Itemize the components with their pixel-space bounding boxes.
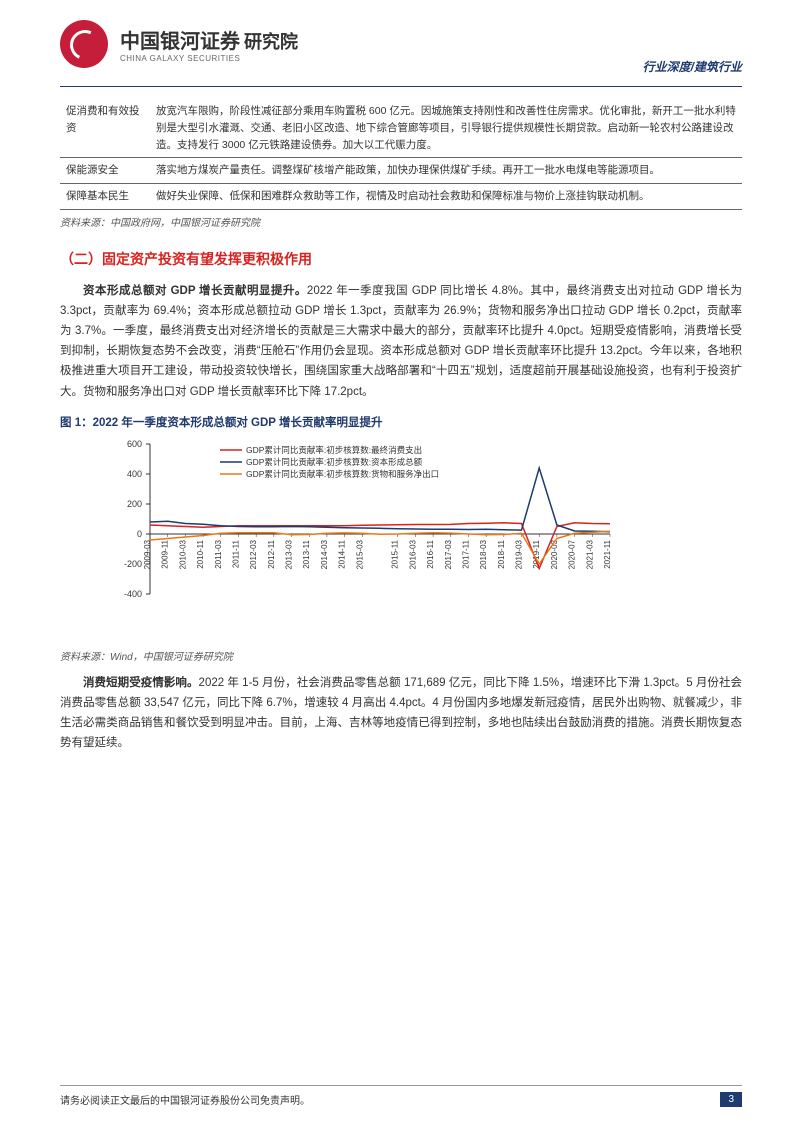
policy-key: 保能源安全: [60, 158, 150, 184]
svg-text:200: 200: [127, 499, 142, 509]
svg-text:2015-11: 2015-11: [391, 539, 400, 568]
policy-value: 落实地方煤炭产量责任。调整煤矿核增产能政策，加快办理保供煤矿手续。再开工一批水电…: [150, 158, 742, 184]
table-row: 促消费和有效投资放宽汽车限购，阶段性减征部分乘用车购置税 600 亿元。因城施策…: [60, 99, 742, 158]
svg-text:2009-03: 2009-03: [143, 539, 152, 569]
svg-text:2012-03: 2012-03: [249, 539, 258, 569]
svg-text:2021-11: 2021-11: [603, 539, 612, 568]
svg-text:-200: -200: [124, 559, 142, 569]
svg-text:GDP累计同比贡献率:初步核算数:最终消费支出: GDP累计同比贡献率:初步核算数:最终消费支出: [246, 445, 422, 455]
line-chart: -400 -200 0 200 400 600 2009-03 2009-11 2010-03 2…: [100, 434, 620, 644]
policy-table: 促消费和有效投资放宽汽车限购，阶段性减征部分乘用车购置税 600 亿元。因城施策…: [60, 99, 742, 210]
figure-source: 资料来源：Wind，中国银河证券研究院: [60, 648, 742, 663]
svg-text:2020-07: 2020-07: [568, 539, 577, 569]
para2-lead: 消费短期受疫情影响。: [83, 677, 199, 689]
svg-text:2013-03: 2013-03: [285, 539, 294, 569]
svg-text:2017-11: 2017-11: [461, 539, 470, 568]
svg-text:2015-03: 2015-03: [355, 539, 364, 569]
svg-text:2014-03: 2014-03: [320, 539, 329, 569]
paragraph-2: 消费短期受疫情影响。2022 年 1-5 月份，社会消费品零售总额 171,68…: [60, 673, 742, 754]
svg-text:400: 400: [127, 469, 142, 479]
svg-text:2010-03: 2010-03: [178, 539, 187, 569]
svg-text:2019-03: 2019-03: [515, 539, 524, 569]
disclaimer: 请务必阅读正文最后的中国银河证券股份公司免责声明。: [60, 1092, 310, 1107]
policy-value: 做好失业保障、低保和困难群众救助等工作，视情及时启动社会救助和保障标准与物价上涨…: [150, 184, 742, 210]
svg-text:2009-11: 2009-11: [161, 539, 170, 568]
svg-text:2020-03: 2020-03: [550, 539, 559, 569]
policy-key: 促消费和有效投资: [60, 99, 150, 158]
svg-text:2021-03: 2021-03: [585, 539, 594, 569]
page-number: 3: [720, 1092, 742, 1107]
svg-text:2018-11: 2018-11: [497, 539, 506, 568]
svg-text:2017-03: 2017-03: [444, 539, 453, 569]
para1-lead: 资本形成总额对 GDP 增长贡献明显提升。: [83, 285, 307, 297]
svg-text:2011-11: 2011-11: [231, 539, 240, 568]
category-2: 建筑行业: [694, 60, 742, 74]
figure-title: 图 1：2022 年一季度资本形成总额对 GDP 增长贡献率明显提升: [60, 414, 742, 430]
svg-text:GDP累计同比贡献率:初步核算数:货物和服务净出口: GDP累计同比贡献率:初步核算数:货物和服务净出口: [246, 469, 439, 479]
svg-text:2018-03: 2018-03: [479, 539, 488, 569]
policy-key: 保障基本民生: [60, 184, 150, 210]
section-title: （二）固定资产投资有望发挥更积极作用: [60, 249, 742, 269]
company-name-cn: 中国银河证券: [120, 25, 240, 54]
svg-text:2010-11: 2010-11: [196, 539, 205, 568]
para1-body: 2022 年一季度我国 GDP 同比增长 4.8%。其中，最终消费支出对拉动 G…: [60, 285, 742, 398]
svg-text:2014-11: 2014-11: [338, 539, 347, 568]
table-row: 保障基本民生做好失业保障、低保和困难群众救助等工作，视情及时启动社会救助和保障标…: [60, 184, 742, 210]
company-suffix: 研究院: [244, 28, 298, 54]
svg-text:2016-11: 2016-11: [426, 539, 435, 568]
svg-text:2016-03: 2016-03: [408, 539, 417, 569]
policy-value: 放宽汽车限购，阶段性减征部分乘用车购置税 600 亿元。因城施策支持刚性和改善性…: [150, 99, 742, 158]
table-row: 保能源安全落实地方煤炭产量责任。调整煤矿核增产能政策，加快办理保供煤矿手续。再开…: [60, 158, 742, 184]
svg-text:GDP累计同比贡献率:初步核算数:资本形成总额: GDP累计同比贡献率:初步核算数:资本形成总额: [246, 457, 423, 467]
footer: 请务必阅读正文最后的中国银河证券股份公司免责声明。 3: [60, 1085, 742, 1107]
svg-text:600: 600: [127, 439, 142, 449]
category-1: 行业深度: [643, 60, 691, 74]
company-name-en: CHINA GALAXY SECURITIES: [120, 54, 298, 63]
doc-category: 行业深度/建筑行业: [643, 58, 742, 75]
svg-text:-400: -400: [124, 589, 142, 599]
table-source: 资料来源：中国政府网，中国银河证券研究院: [60, 214, 742, 229]
logo-text: 中国银河证券 研究院 CHINA GALAXY SECURITIES: [120, 25, 298, 63]
svg-text:0: 0: [137, 529, 142, 539]
logo-icon: [60, 20, 108, 68]
svg-text:2013-11: 2013-11: [302, 539, 311, 568]
svg-text:2011-03: 2011-03: [214, 539, 223, 568]
paragraph-1: 资本形成总额对 GDP 增长贡献明显提升。2022 年一季度我国 GDP 同比增…: [60, 281, 742, 402]
svg-text:2012-11: 2012-11: [267, 539, 276, 568]
